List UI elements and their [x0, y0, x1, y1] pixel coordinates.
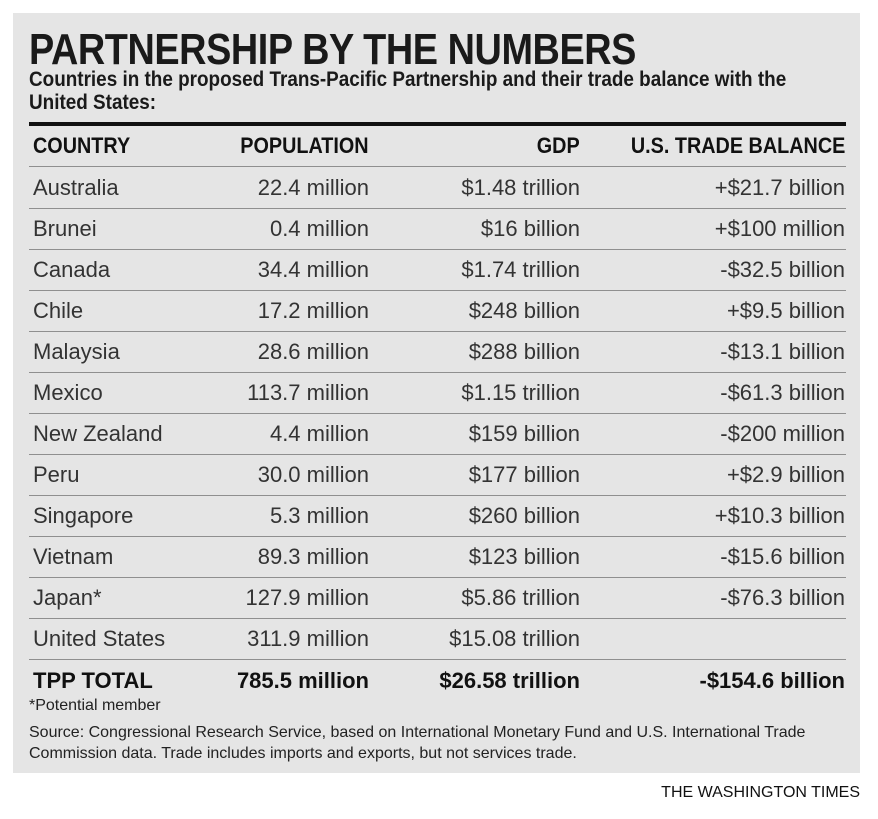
cell-country: Japan*	[33, 584, 102, 610]
cell-country: Mexico	[33, 379, 103, 405]
cell-population: 28.6 million	[257, 338, 369, 364]
header-trade-balance: U.S. TRADE BALANCE	[630, 133, 845, 158]
cell-population: 17.2 million	[257, 297, 369, 323]
cell-gdp: $177 billion	[468, 461, 580, 487]
table-row: New Zealand 4.4 million $159 billion -$200 …	[29, 413, 846, 455]
header-country: COUNTRY	[33, 133, 131, 158]
cell-gdp: $159 billion	[468, 420, 580, 446]
table-header-row: COUNTRY POPULATION GDP U.S. TRADE BALANC…	[29, 126, 846, 167]
cell-gdp: $5.86 trillion	[461, 584, 580, 610]
table-row: Vietnam 89.3 million $123 billion -$15.6 bi…	[29, 536, 846, 578]
cell-population: 30.0 million	[257, 461, 369, 487]
cell-gdp: $15.08 trillion	[449, 625, 580, 651]
cell-country: Peru	[33, 461, 80, 487]
total-population: 785.5 million	[236, 667, 369, 693]
cell-country: Brunei	[33, 215, 97, 241]
cell-trade-balance: -$200 million	[720, 420, 845, 446]
cell-country: Chile	[33, 297, 84, 323]
cell-country: United States	[33, 625, 166, 651]
table-row: Singapore 5.3 million $260 billion +$10.3 b…	[29, 495, 846, 537]
chart-title: PARTNERSHIP BY THE NUMBERS	[29, 25, 636, 74]
cell-trade-balance: +$21.7 billion	[714, 174, 845, 200]
cell-population: 113.7 million	[247, 379, 369, 405]
table-row: Malaysia 28.6 million $288 billion -$13.1 b…	[29, 331, 846, 373]
publisher-credit: THE WASHINGTON TIMES	[661, 784, 860, 801]
cell-trade-balance: -$76.3 billion	[720, 584, 845, 610]
cell-population: 127.9 million	[245, 584, 369, 610]
cell-trade-balance: -$61.3 billion	[720, 379, 845, 405]
total-trade-balance: -$154.6 billion	[699, 667, 846, 693]
cell-country: Australia	[33, 174, 119, 200]
cell-country: Vietnam	[33, 543, 114, 569]
header-gdp: GDP	[537, 133, 580, 158]
cell-country: Singapore	[33, 502, 134, 528]
cell-population: 0.4 million	[269, 215, 369, 241]
cell-trade-balance: +$10.3 billion	[714, 502, 845, 528]
cell-population: 89.3 million	[257, 543, 369, 569]
cell-gdp: $1.15 trillion	[461, 379, 580, 405]
cell-trade-balance: -$32.5 billion	[720, 256, 845, 282]
infographic-panel: PARTNERSHIP BY THE NUMBERS Countries in …	[13, 13, 860, 773]
total-country: TPP TOTAL	[33, 667, 153, 693]
table-row: United States 311.9 million $15.08 trillio…	[29, 618, 846, 660]
cell-population: 5.3 million	[269, 502, 369, 528]
table-row: Japan* 127.9 million $5.86 trillion -$76.3 …	[29, 577, 846, 619]
table-row: Mexico 113.7 million $1.15 trillion -$61.3 …	[29, 372, 846, 414]
cell-trade-balance: +$2.9 billion	[726, 461, 845, 487]
table-row: Brunei 0.4 million $16 billion +$100 millio…	[29, 208, 846, 250]
cell-population: 311.9 million	[247, 625, 369, 651]
table-row: Australia 22.4 million $1.48 trillion +$21.…	[29, 167, 846, 209]
cell-population: 22.4 million	[257, 174, 369, 200]
table-row: Peru 30.0 million $177 billion +$2.9 billio…	[29, 454, 846, 496]
cell-trade-balance: -$13.1 billion	[720, 338, 845, 364]
cell-gdp: $260 billion	[468, 502, 580, 528]
header-rule	[29, 122, 846, 126]
total-gdp: $26.58 trillion	[439, 667, 580, 693]
cell-gdp: $288 billion	[468, 338, 580, 364]
source-note: Source: Congressional Research Service, …	[29, 724, 806, 762]
cell-gdp: $1.48 trillion	[461, 174, 580, 200]
cell-gdp: $248 billion	[468, 297, 580, 323]
cell-gdp: $16 billion	[480, 215, 580, 241]
cell-gdp: $1.74 trillion	[461, 256, 580, 282]
chart-subtitle: Countries in the proposed Trans-Pacific …	[29, 68, 787, 114]
table-row: Canada 34.4 million $1.74 trillion -$32.5 b…	[29, 249, 846, 291]
cell-population: 4.4 million	[269, 420, 369, 446]
header-population: POPULATION	[240, 133, 369, 158]
table-total-row: TPP TOTAL 785.5 million $26.58 trillion …	[29, 660, 846, 701]
cell-gdp: $123 billion	[468, 543, 580, 569]
cell-country: New Zealand	[33, 420, 163, 446]
table-row: Chile 17.2 million $248 billion +$9.5 billi…	[29, 290, 846, 332]
cell-trade-balance: +$100 million	[714, 215, 845, 241]
cell-country: Malaysia	[33, 338, 120, 364]
cell-trade-balance: -$15.6 billion	[720, 543, 845, 569]
cell-population: 34.4 million	[257, 256, 369, 282]
cell-country: Canada	[33, 256, 111, 282]
footnote: *Potential member	[29, 697, 161, 714]
cell-trade-balance: +$9.5 billion	[726, 297, 845, 323]
